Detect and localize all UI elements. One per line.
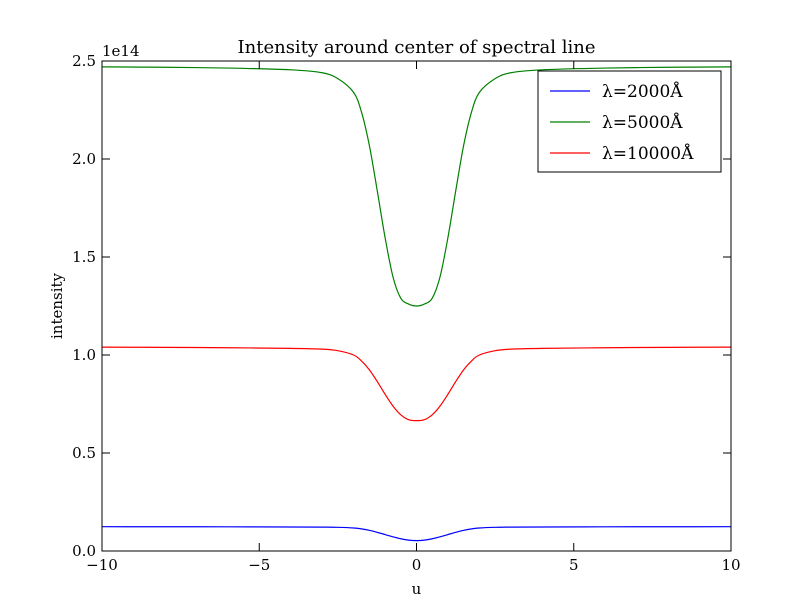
x-axis-label: u: [412, 580, 422, 598]
x-tick-label: 0: [412, 556, 422, 574]
y-tick-label: 0.0: [72, 542, 96, 560]
x-tick-label: 10: [721, 556, 740, 574]
y-tick-label: 2.0: [72, 150, 96, 168]
x-tick-label: −5: [248, 556, 270, 574]
series-lines: [101, 66, 732, 542]
x-tick-label: 5: [569, 556, 579, 574]
y-tick-label: 2.5: [72, 52, 96, 70]
y-tick-labels: 0.0 0.5 1.0 1.5 2.0 2.5: [72, 52, 96, 560]
legend-entry-0: λ=2000Å: [602, 81, 683, 102]
series-line-0: [101, 526, 732, 542]
series-line-2: [101, 346, 732, 422]
chart-title: Intensity around center of spectral line: [238, 37, 596, 58]
y-tick-label: 0.5: [72, 444, 96, 462]
y-axis-offset-label: 1e14: [102, 42, 140, 60]
legend: λ=2000Å λ=5000Å λ=10000Å: [537, 70, 722, 173]
x-tick-labels: −10 −5 0 5 10: [86, 556, 740, 574]
legend-entry-2: λ=10000Å: [602, 143, 694, 164]
legend-entry-1: λ=5000Å: [602, 112, 683, 133]
y-tick-label: 1.0: [72, 346, 96, 364]
axis-ticks: [101, 60, 732, 552]
x-tick-label: −10: [86, 556, 118, 574]
y-axis-label: intensity: [48, 272, 66, 339]
series-line-1: [101, 66, 732, 307]
y-tick-label: 1.5: [72, 248, 96, 266]
